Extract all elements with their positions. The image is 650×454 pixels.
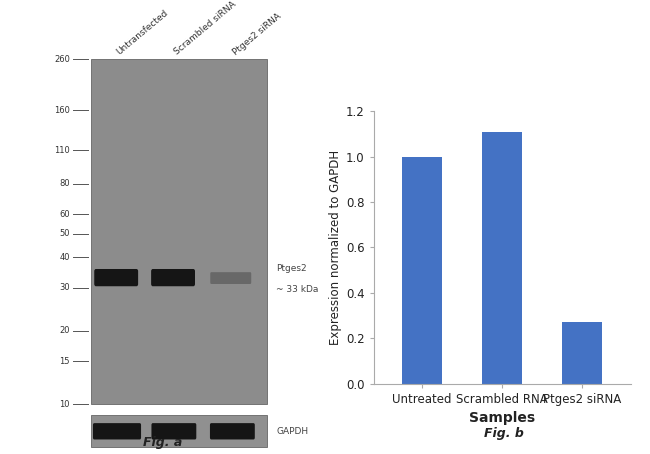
Text: 60: 60 xyxy=(59,210,70,219)
Text: Scrambled siRNA: Scrambled siRNA xyxy=(173,0,239,57)
Text: GAPDH: GAPDH xyxy=(276,427,308,436)
Text: Ptges2 siRNA: Ptges2 siRNA xyxy=(231,11,283,57)
Text: 80: 80 xyxy=(59,179,70,188)
FancyBboxPatch shape xyxy=(94,269,138,286)
FancyBboxPatch shape xyxy=(93,423,141,439)
Text: 10: 10 xyxy=(59,400,70,409)
Text: 30: 30 xyxy=(59,283,70,292)
Text: 260: 260 xyxy=(54,54,70,64)
Text: 160: 160 xyxy=(54,106,70,115)
Text: Ptges2: Ptges2 xyxy=(276,264,307,273)
Bar xyxy=(91,59,266,404)
Y-axis label: Expression normalized to GAPDH: Expression normalized to GAPDH xyxy=(329,150,342,345)
FancyBboxPatch shape xyxy=(210,423,255,439)
FancyBboxPatch shape xyxy=(151,423,196,439)
Text: 50: 50 xyxy=(59,229,70,238)
Bar xyxy=(562,322,603,384)
Bar xyxy=(402,157,442,384)
Text: Untransfected: Untransfected xyxy=(114,9,170,57)
FancyBboxPatch shape xyxy=(210,272,251,284)
Bar xyxy=(482,132,522,384)
Text: Fig. a: Fig. a xyxy=(143,436,182,449)
Text: 15: 15 xyxy=(59,357,70,365)
FancyBboxPatch shape xyxy=(151,269,195,286)
Text: ~ 33 kDa: ~ 33 kDa xyxy=(276,285,318,293)
Bar xyxy=(91,415,266,447)
X-axis label: Samples: Samples xyxy=(469,411,535,425)
Text: 20: 20 xyxy=(59,326,70,335)
Text: Fig. b: Fig. b xyxy=(484,427,524,440)
Text: 110: 110 xyxy=(54,146,70,155)
Text: 40: 40 xyxy=(59,253,70,262)
